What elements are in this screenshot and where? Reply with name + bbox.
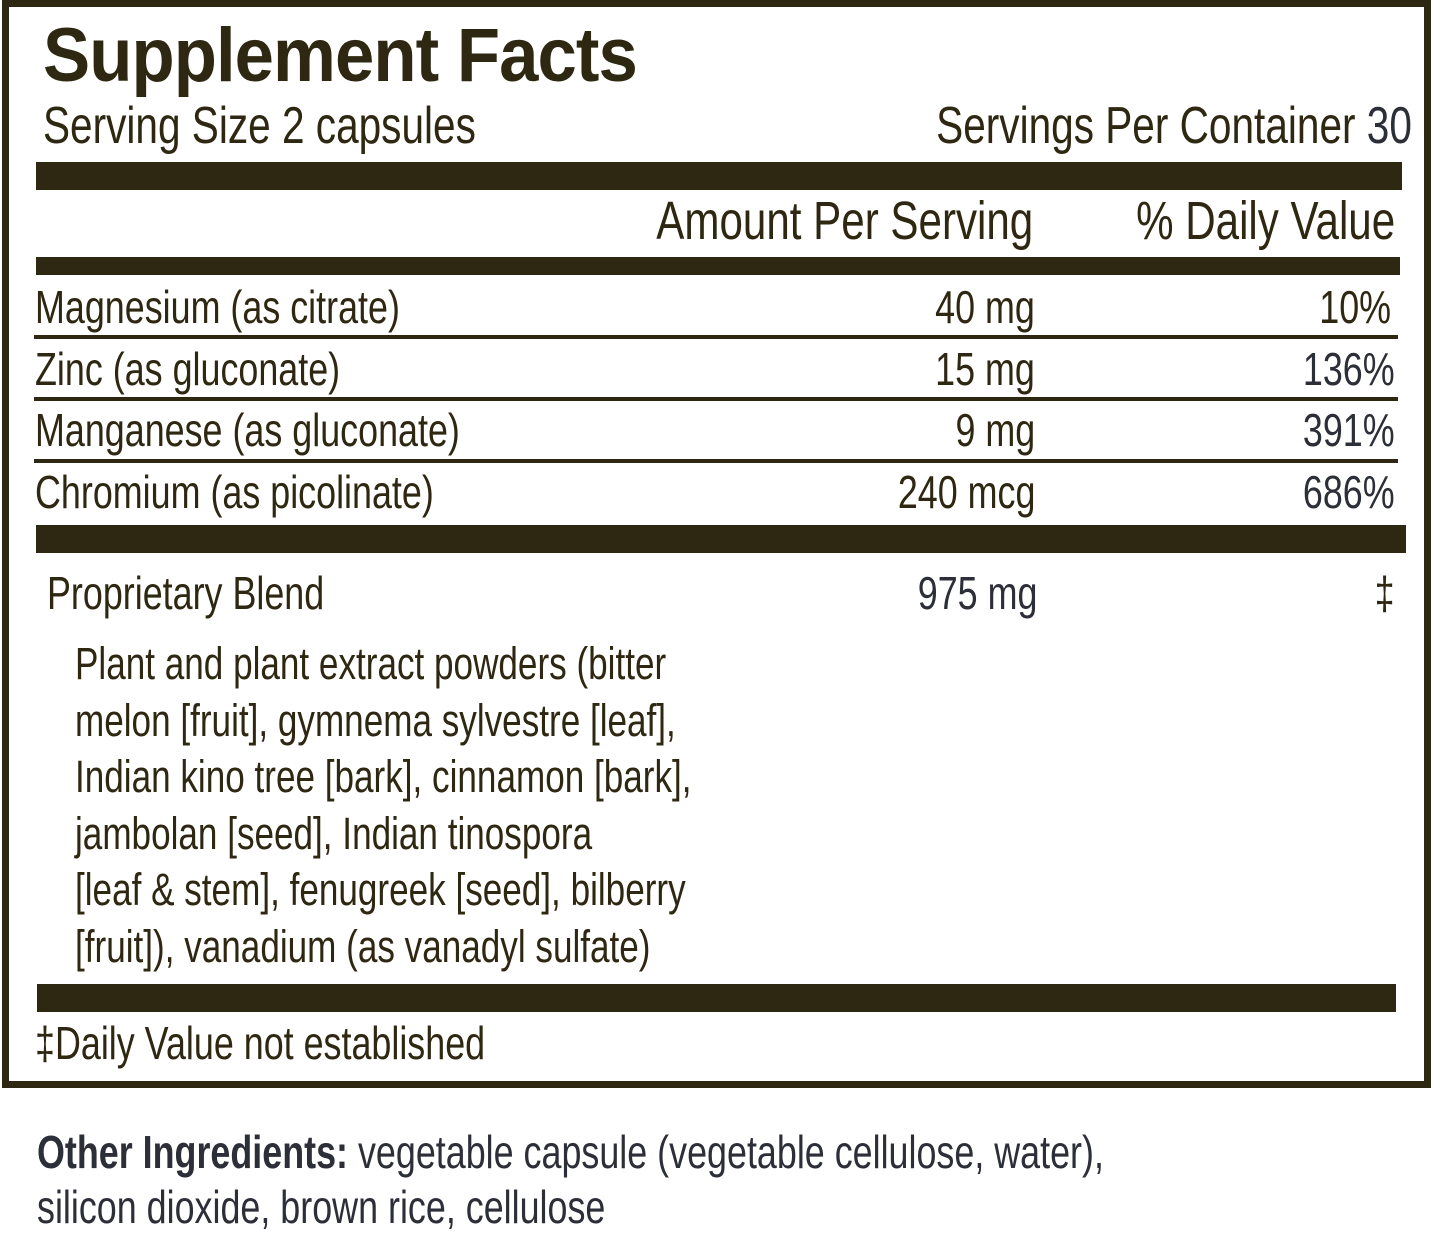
daily-value-footnote: ‡Daily Value not established bbox=[35, 1017, 486, 1069]
other-ingredients: Other Ingredients: vegetable capsule (ve… bbox=[37, 1126, 1104, 1233]
supplement-facts-panel bbox=[2, 0, 1431, 1088]
row-divider bbox=[34, 397, 1398, 401]
nutrient-amount: 240 mcg bbox=[897, 466, 1035, 518]
blend-line: Indian kino tree [bark], cinnamon [bark]… bbox=[75, 751, 692, 802]
nutrient-row-manganese: Manganese (as gluconate) 9 mg 391% bbox=[35, 405, 1395, 457]
serving-size: Serving Size 2 capsules bbox=[43, 97, 476, 155]
blend-line: [fruit]), vanadium (as vanadyl sulfate) bbox=[75, 920, 651, 972]
servings-per-container: Servings Per Container 30 bbox=[936, 97, 1412, 155]
row-divider bbox=[34, 459, 1398, 463]
row-divider bbox=[34, 335, 1398, 339]
nutrient-row-magnesium: Magnesium (as citrate) 40 mg 10% bbox=[35, 282, 1395, 334]
nutrient-amount: 40 mg bbox=[935, 281, 1035, 333]
blend-dv-dagger: ‡ bbox=[1375, 567, 1395, 619]
nutrient-name: Manganese (as gluconate) bbox=[35, 404, 460, 456]
nutrient-dv: 391% bbox=[1303, 404, 1395, 456]
blend-line: [leaf & stem], fenugreek [seed], bilberr… bbox=[75, 864, 686, 915]
blend-line: melon [fruit], gymnema sylvestre [leaf], bbox=[75, 694, 676, 746]
nutrient-amount: 9 mg bbox=[955, 404, 1035, 456]
nutrient-name: Zinc (as gluconate) bbox=[35, 343, 341, 395]
blend-ingredients: Plant and plant extract powders (bitter … bbox=[75, 636, 865, 975]
header-daily-value: % Daily Value bbox=[1135, 191, 1395, 251]
nutrient-amount: 15 mg bbox=[935, 343, 1035, 395]
thick-divider-top bbox=[36, 162, 1402, 190]
nutrient-dv: 686% bbox=[1303, 466, 1395, 518]
blend-line: Plant and plant extract powders (bitter bbox=[75, 638, 667, 689]
label-title: Supplement Facts bbox=[43, 13, 638, 98]
blend-line: jambolan [seed], Indian tinospora bbox=[75, 807, 593, 859]
thick-divider-blend bbox=[36, 525, 1406, 553]
thick-divider-bottom bbox=[37, 984, 1396, 1012]
nutrient-dv: 10% bbox=[1319, 281, 1391, 333]
nutrient-name: Magnesium (as citrate) bbox=[35, 281, 400, 333]
blend-amount: 975 mg bbox=[917, 567, 1037, 619]
nutrient-dv: 136% bbox=[1303, 343, 1395, 395]
nutrient-row-chromium: Chromium (as picolinate) 240 mcg 686% bbox=[35, 467, 1395, 519]
nutrient-row-zinc: Zinc (as gluconate) 15 mg 136% bbox=[35, 344, 1395, 396]
blend-name: Proprietary Blend bbox=[47, 567, 325, 619]
header-amount-per-serving: Amount Per Serving bbox=[656, 191, 1033, 251]
nutrient-name: Chromium (as picolinate) bbox=[35, 466, 434, 518]
other-ingredients-label: Other Ingredients: bbox=[37, 1126, 349, 1178]
divider-under-header bbox=[36, 257, 1400, 275]
blend-row: Proprietary Blend 975 mg ‡ bbox=[47, 568, 1397, 620]
